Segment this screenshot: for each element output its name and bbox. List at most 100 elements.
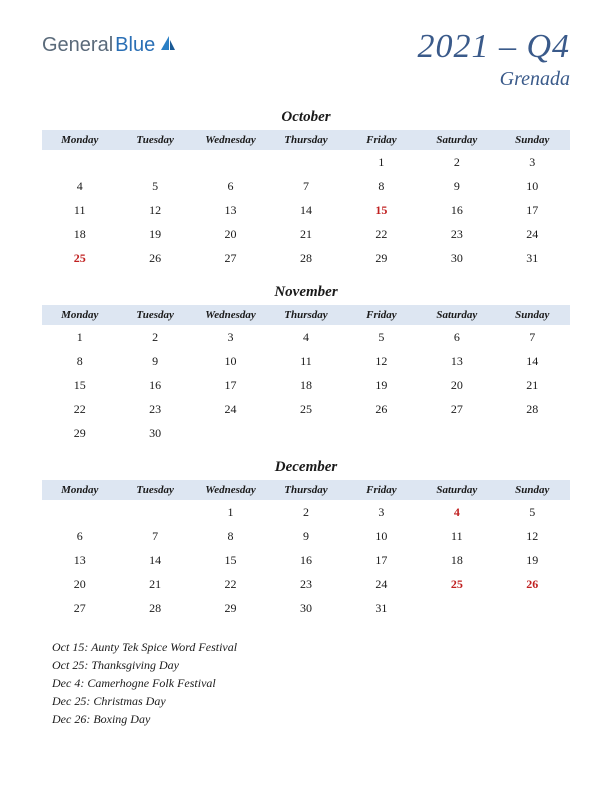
day-cell-empty xyxy=(268,150,343,174)
day-cell: 17 xyxy=(495,198,570,222)
day-cell: 23 xyxy=(419,222,494,246)
day-cell: 7 xyxy=(268,174,343,198)
day-header: Monday xyxy=(42,130,117,150)
day-cell: 11 xyxy=(419,524,494,548)
day-cell: 25 xyxy=(419,572,494,596)
day-cell: 10 xyxy=(193,349,268,373)
holiday-line: Oct 15: Aunty Tek Spice Word Festival xyxy=(52,638,570,656)
month-block: OctoberMondayTuesdayWednesdayThursdayFri… xyxy=(42,109,570,270)
calendar-table: MondayTuesdayWednesdayThursdayFridaySatu… xyxy=(42,480,570,620)
day-cell: 9 xyxy=(268,524,343,548)
day-header: Sunday xyxy=(495,480,570,500)
holiday-line: Oct 25: Thanksgiving Day xyxy=(52,656,570,674)
day-cell: 28 xyxy=(117,596,192,620)
day-cell: 13 xyxy=(193,198,268,222)
day-header: Sunday xyxy=(495,305,570,325)
day-cell: 28 xyxy=(495,397,570,421)
day-cell-empty xyxy=(117,500,192,524)
day-cell: 22 xyxy=(344,222,419,246)
month-name: December xyxy=(42,459,570,476)
day-cell-empty xyxy=(193,421,268,445)
day-cell: 19 xyxy=(344,373,419,397)
header: General Blue 2021 – Q4 Grenada xyxy=(42,28,570,91)
day-cell: 25 xyxy=(42,246,117,270)
day-header: Friday xyxy=(344,480,419,500)
day-cell: 7 xyxy=(117,524,192,548)
day-cell-empty xyxy=(42,500,117,524)
day-cell: 1 xyxy=(344,150,419,174)
day-cell: 3 xyxy=(344,500,419,524)
day-cell: 24 xyxy=(344,572,419,596)
day-cell-empty xyxy=(419,421,494,445)
day-header: Monday xyxy=(42,305,117,325)
day-cell: 20 xyxy=(419,373,494,397)
day-cell: 27 xyxy=(193,246,268,270)
day-cell: 29 xyxy=(42,421,117,445)
month-block: December MondayTuesdayWednesdayThursdayFr… xyxy=(42,459,570,620)
day-cell: 18 xyxy=(419,548,494,572)
day-cell: 23 xyxy=(268,572,343,596)
day-cell-empty xyxy=(193,150,268,174)
day-cell: 17 xyxy=(344,548,419,572)
day-cell-empty xyxy=(344,421,419,445)
day-cell: 22 xyxy=(193,572,268,596)
day-header: Saturday xyxy=(419,130,494,150)
day-cell: 30 xyxy=(268,596,343,620)
months-container: OctoberMondayTuesdayWednesdayThursdayFri… xyxy=(42,109,570,620)
day-cell: 28 xyxy=(268,246,343,270)
day-cell: 31 xyxy=(495,246,570,270)
day-cell: 19 xyxy=(495,548,570,572)
day-cell: 8 xyxy=(193,524,268,548)
day-cell: 14 xyxy=(495,349,570,373)
day-cell: 20 xyxy=(42,572,117,596)
holidays-list: Oct 15: Aunty Tek Spice Word FestivalOct… xyxy=(42,638,570,728)
day-header: Sunday xyxy=(495,130,570,150)
day-cell: 21 xyxy=(495,373,570,397)
day-cell: 16 xyxy=(268,548,343,572)
day-cell: 25 xyxy=(268,397,343,421)
day-cell: 31 xyxy=(344,596,419,620)
day-cell: 7 xyxy=(495,325,570,349)
day-header: Wednesday xyxy=(193,480,268,500)
day-cell: 20 xyxy=(193,222,268,246)
day-cell: 6 xyxy=(193,174,268,198)
calendar-table: MondayTuesdayWednesdayThursdayFridaySatu… xyxy=(42,130,570,270)
calendar-table: MondayTuesdayWednesdayThursdayFridaySatu… xyxy=(42,305,570,445)
day-header: Thursday xyxy=(268,130,343,150)
day-cell: 5 xyxy=(495,500,570,524)
day-cell: 11 xyxy=(42,198,117,222)
day-cell-empty xyxy=(419,596,494,620)
day-cell: 19 xyxy=(117,222,192,246)
day-cell: 17 xyxy=(193,373,268,397)
day-cell: 27 xyxy=(419,397,494,421)
logo-text-blue: Blue xyxy=(115,34,155,57)
holiday-line: Dec 25: Christmas Day xyxy=(52,692,570,710)
day-header: Tuesday xyxy=(117,130,192,150)
day-cell: 2 xyxy=(419,150,494,174)
day-cell: 2 xyxy=(117,325,192,349)
holiday-line: Dec 26: Boxing Day xyxy=(52,710,570,728)
day-header: Tuesday xyxy=(117,305,192,325)
day-cell: 6 xyxy=(419,325,494,349)
day-cell: 10 xyxy=(344,524,419,548)
holiday-line: Dec 4: Camerhogne Folk Festival xyxy=(52,674,570,692)
day-cell: 9 xyxy=(117,349,192,373)
day-cell: 3 xyxy=(193,325,268,349)
day-header: Saturday xyxy=(419,480,494,500)
day-cell: 1 xyxy=(42,325,117,349)
day-cell: 18 xyxy=(42,222,117,246)
day-cell: 26 xyxy=(344,397,419,421)
day-cell: 21 xyxy=(117,572,192,596)
day-cell: 16 xyxy=(117,373,192,397)
month-block: NovemberMondayTuesdayWednesdayThursdayFr… xyxy=(42,284,570,445)
day-cell: 15 xyxy=(344,198,419,222)
day-cell: 3 xyxy=(495,150,570,174)
logo-sail-icon xyxy=(159,34,177,57)
day-cell: 5 xyxy=(344,325,419,349)
day-header: Monday xyxy=(42,480,117,500)
day-cell: 8 xyxy=(344,174,419,198)
day-cell: 30 xyxy=(419,246,494,270)
day-cell: 24 xyxy=(193,397,268,421)
day-cell: 26 xyxy=(117,246,192,270)
day-cell: 24 xyxy=(495,222,570,246)
